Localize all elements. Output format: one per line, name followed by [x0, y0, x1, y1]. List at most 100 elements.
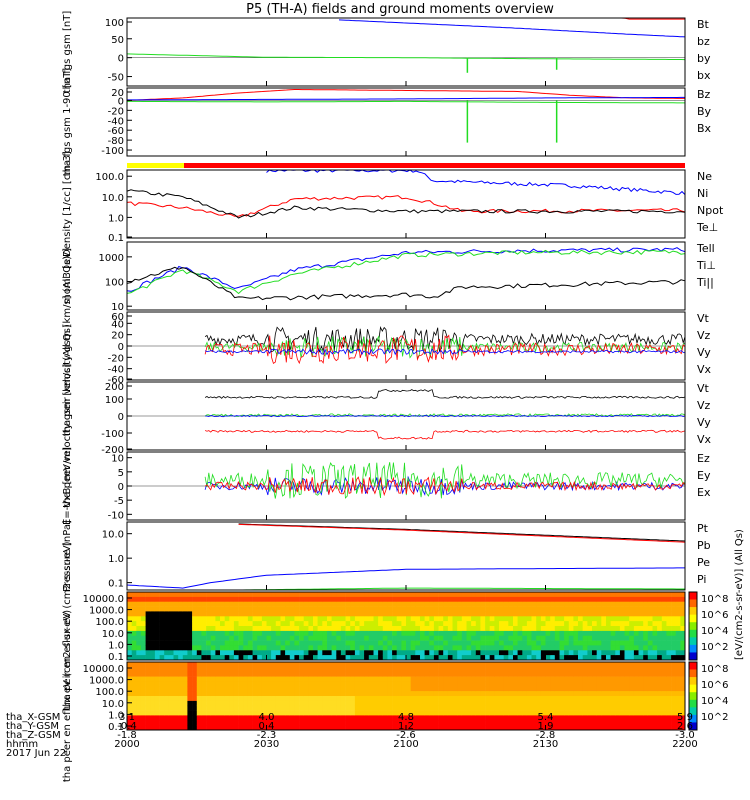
heatmap-cell — [145, 601, 151, 607]
heatmap-cell — [168, 621, 174, 627]
heatmap-cell — [168, 611, 174, 617]
heatmap-cell — [452, 606, 458, 612]
heatmap-cell — [513, 700, 518, 707]
heatmap-cell — [322, 676, 328, 682]
heatmap-cell — [238, 592, 244, 598]
heatmap-cell — [675, 596, 681, 603]
series-Ne — [126, 195, 686, 217]
heatmap-cell — [526, 592, 532, 598]
heatmap-cell — [280, 715, 286, 721]
heatmap-cell — [615, 681, 621, 687]
heatmap-cell — [271, 720, 277, 726]
heatmap-cell — [201, 635, 207, 641]
heatmap-cell — [680, 720, 686, 726]
heatmap-cell — [680, 626, 686, 632]
heatmap-cell — [308, 621, 314, 627]
heatmap-cell — [261, 606, 267, 612]
heatmap-cell — [308, 645, 314, 651]
heatmap-cell — [489, 710, 495, 716]
heatmap-cell — [596, 666, 602, 673]
heatmap-cell — [243, 691, 249, 697]
heatmap-cell — [475, 650, 481, 656]
heatmap-cell — [420, 616, 425, 622]
heatmap-cell — [559, 700, 565, 707]
heatmap-cell — [233, 720, 239, 726]
legend-bx: bx — [697, 69, 711, 82]
heatmap-cell — [145, 725, 151, 731]
heatmap-cell — [215, 662, 221, 668]
heatmap-cell — [182, 696, 188, 702]
heatmap-cell — [438, 666, 444, 673]
heatmap-cell — [471, 601, 477, 607]
heatmap-cell — [215, 635, 221, 641]
heatmap-cell — [564, 596, 570, 603]
heatmap-cell — [266, 720, 272, 726]
heatmap-cell — [229, 592, 235, 598]
heatmap-cell — [373, 705, 379, 711]
heatmap-cell — [220, 601, 225, 607]
heatmap-cell — [633, 705, 639, 711]
heatmap-cell — [154, 592, 160, 598]
heatmap-cell — [322, 601, 328, 607]
heatmap-cell — [159, 710, 165, 716]
heatmap-cell — [285, 655, 291, 661]
heatmap-cell — [661, 621, 667, 627]
heatmap-cell — [573, 616, 579, 622]
heatmap-cell — [387, 640, 393, 646]
heatmap-cell — [382, 611, 388, 617]
heatmap-cell — [354, 640, 360, 646]
heatmap-cell — [466, 592, 472, 598]
heatmap-cell — [308, 715, 314, 721]
heatmap-cell — [238, 691, 244, 697]
heatmap-cell — [331, 601, 337, 607]
heatmap-cell — [499, 611, 504, 617]
series-Ni — [126, 189, 686, 219]
heatmap-cell — [638, 650, 644, 656]
heatmap-cell — [680, 650, 686, 656]
heatmap-cell — [410, 676, 416, 682]
heatmap-cell — [354, 666, 360, 673]
heatmap-cell — [633, 635, 639, 641]
heatmap-cell — [313, 655, 318, 661]
heatmap-cell — [443, 676, 449, 682]
heatmap-cell — [192, 725, 198, 731]
heatmap-cell — [368, 596, 374, 603]
heatmap-cell — [564, 606, 570, 612]
heatmap-cell — [159, 681, 165, 687]
heatmap-cell — [671, 705, 677, 711]
heatmap-cell — [610, 640, 616, 646]
heatmap-cell — [424, 592, 430, 598]
heatmap-cell — [140, 725, 146, 731]
heatmap-cell — [550, 720, 556, 726]
heatmap-cell — [382, 645, 388, 651]
heatmap-cell — [331, 592, 337, 598]
heatmap-cell — [322, 611, 328, 617]
heatmap-cell — [317, 710, 323, 716]
heatmap-cell — [452, 720, 458, 726]
heatmap-cell — [159, 626, 165, 632]
heatmap-cell — [415, 666, 421, 673]
heatmap-cell — [378, 601, 384, 607]
heatmap-cell — [233, 626, 239, 632]
heatmap-cell — [285, 676, 291, 682]
heatmap-cell — [471, 715, 477, 721]
heatmap-cell — [666, 676, 672, 682]
heatmap-cell — [224, 601, 230, 607]
heatmap-cell — [233, 630, 239, 637]
heatmap-cell — [252, 630, 258, 637]
heatmap-cell — [331, 720, 337, 726]
heatmap-cell — [168, 700, 174, 707]
heatmap-cell — [429, 616, 435, 622]
heatmap-cell — [336, 626, 342, 632]
heatmap-cell — [447, 691, 453, 697]
heatmap-cell — [206, 621, 212, 627]
heatmap-cell — [154, 640, 160, 646]
heatmap-cell — [168, 696, 174, 702]
heatmap-cell — [420, 635, 425, 641]
heatmap-cell — [382, 715, 388, 721]
heatmap-cell — [340, 592, 346, 598]
heatmap-cell — [536, 650, 542, 656]
heatmap-cell — [350, 655, 356, 661]
